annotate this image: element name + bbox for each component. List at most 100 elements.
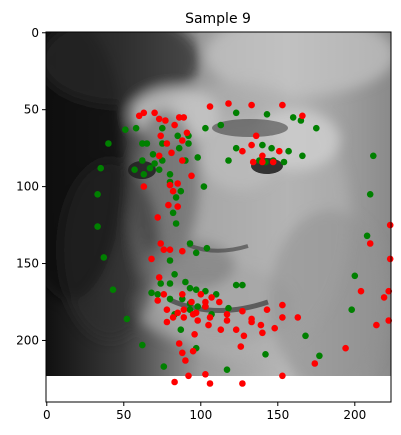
scatter-point [179, 291, 186, 298]
scatter-point [166, 246, 174, 253]
scatter-point [257, 321, 265, 329]
scatter-point [269, 158, 277, 166]
scatter-point [165, 201, 172, 209]
scatter-point [248, 318, 255, 326]
x-tick-label: 150 [266, 408, 289, 422]
scatter-point [280, 158, 288, 166]
scatter-point [151, 160, 158, 167]
scatter-point [182, 357, 189, 364]
axes: 0 50 100 150 200 0 50 100 150 200 [16, 26, 392, 422]
scatter-point [179, 295, 186, 303]
scatter-point [202, 298, 209, 306]
scatter-point [206, 380, 214, 387]
y-tick-label: 100 [16, 180, 39, 194]
scatter-point [186, 240, 194, 247]
scatter-point [239, 281, 246, 289]
y-tick-label: 150 [16, 257, 39, 271]
scatter-point [157, 240, 164, 247]
scatter-point [268, 144, 275, 152]
scatter-point [160, 291, 168, 298]
scatter-point [316, 352, 323, 360]
scatter-point [159, 157, 166, 164]
scatter-point [189, 347, 197, 355]
scatter-point [122, 126, 129, 133]
scatter-point [279, 372, 286, 380]
scatter-point [131, 166, 138, 173]
scatter-point [373, 321, 380, 329]
scatter-point [179, 349, 186, 357]
scatter-point [385, 317, 393, 324]
x-tick-label: 200 [343, 408, 366, 422]
scatter-point [157, 132, 164, 140]
scatter-point [208, 294, 215, 301]
scatter-point [166, 295, 174, 303]
scatter-point [225, 100, 232, 107]
scatter-point [189, 311, 197, 318]
scatter-point [259, 329, 266, 337]
scatter-point [279, 314, 286, 321]
x-tick-label: 50 [116, 408, 131, 422]
scatter-point [299, 152, 306, 160]
scatter-point [159, 124, 166, 132]
scatter-point [302, 332, 309, 340]
scatter-point [223, 311, 231, 318]
scatter-point [162, 117, 169, 124]
scatter-point [294, 314, 302, 321]
scatter-point [105, 140, 112, 147]
scatter-point [237, 343, 245, 350]
scatter-point [194, 317, 201, 324]
scatter-point [206, 103, 214, 110]
scatter-point [160, 363, 168, 370]
scatter-point [279, 101, 286, 109]
scatter-point [171, 121, 178, 129]
scatter-point [174, 132, 181, 140]
scatter-point [259, 152, 266, 160]
scatter-point [154, 214, 161, 221]
scatter-point [271, 324, 279, 332]
scatter-point [188, 172, 195, 180]
scatter-point [252, 132, 260, 140]
scatter-point [155, 274, 163, 281]
scatter-point [140, 109, 148, 117]
scatter-point [386, 255, 394, 263]
scatter-point [259, 158, 266, 166]
scatter-point [94, 223, 101, 230]
scatter-point [263, 111, 271, 118]
scatter-point [216, 298, 223, 306]
x-tick-label: 100 [189, 408, 212, 422]
scatter-point [148, 289, 155, 297]
scatter-point [177, 187, 185, 195]
scatter-point [276, 147, 283, 155]
scatter-point [197, 291, 205, 298]
scatter-point [357, 287, 365, 295]
y-tick-label: 200 [16, 333, 39, 347]
scatter-point [225, 157, 232, 164]
scatter-point [248, 141, 255, 149]
scatter-point [159, 140, 166, 147]
face-image [46, 32, 391, 376]
scatter-point [179, 137, 186, 144]
scatter-point [232, 109, 240, 117]
scatter-point [351, 272, 359, 280]
scatter-point [239, 307, 246, 315]
y-tick-label: 0 [31, 26, 39, 40]
scatter-point [289, 114, 297, 121]
scatter-point [239, 380, 246, 387]
scatter-point [180, 114, 188, 121]
scatter-point [200, 183, 208, 190]
scatter-point [217, 326, 225, 334]
scatter-point [386, 221, 394, 229]
scatter-point [223, 317, 231, 324]
scatter-point [313, 124, 320, 132]
scatter-point [194, 303, 201, 310]
scatter-point [182, 278, 189, 286]
scatter-point [366, 240, 374, 247]
scatter-point [299, 112, 306, 120]
scatter-point [259, 141, 266, 149]
scatter-point [132, 124, 140, 132]
scatter-point [169, 187, 177, 195]
scatter-point [239, 147, 246, 155]
scatter-point [186, 284, 194, 292]
scatter-point [154, 297, 161, 304]
scatter-point [166, 171, 174, 178]
